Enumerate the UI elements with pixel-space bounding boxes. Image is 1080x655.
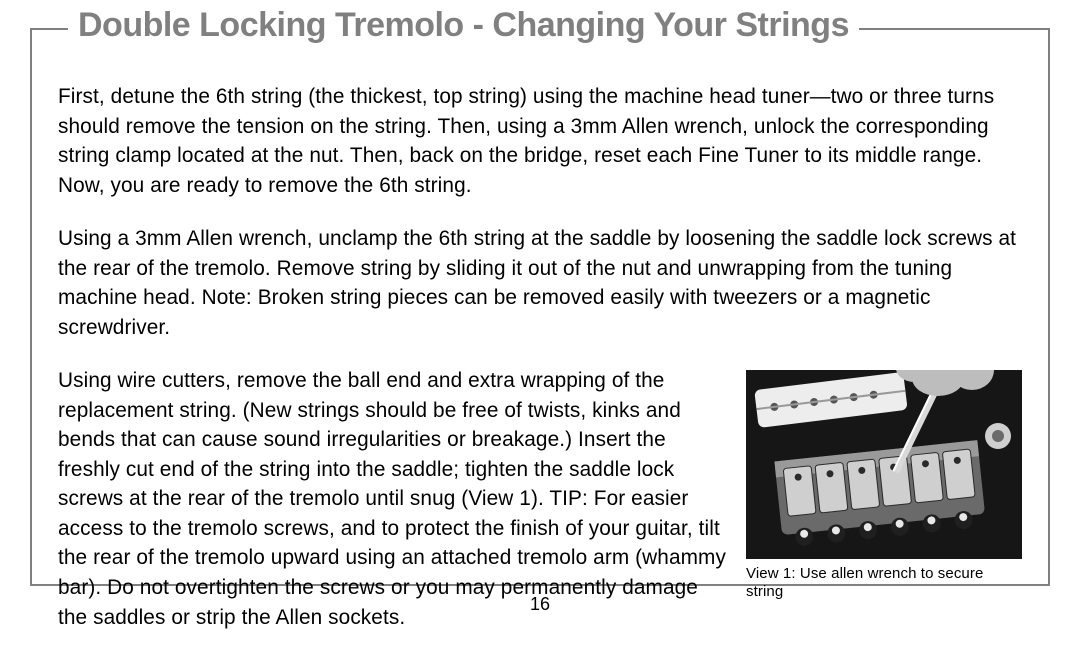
tremolo-photo bbox=[746, 370, 1022, 559]
paragraph-1: First, detune the 6th string (the thicke… bbox=[58, 82, 1022, 200]
title-bar: Double Locking Tremolo - Changing Your S… bbox=[68, 8, 1036, 42]
paragraph-3-column: Using wire cutters, remove the ball end … bbox=[58, 366, 730, 632]
page-title: Double Locking Tremolo - Changing Your S… bbox=[68, 8, 859, 42]
tremolo-photo-svg bbox=[746, 370, 1022, 559]
figure-caption: View 1: Use allen wrench to secure strin… bbox=[746, 565, 1022, 601]
content-frame: Double Locking Tremolo - Changing Your S… bbox=[30, 28, 1050, 586]
paragraph-with-figure: Using wire cutters, remove the ball end … bbox=[58, 366, 1022, 632]
body-text: First, detune the 6th string (the thicke… bbox=[58, 82, 1022, 632]
paragraph-3: Using wire cutters, remove the ball end … bbox=[58, 366, 730, 632]
document-page: Double Locking Tremolo - Changing Your S… bbox=[0, 0, 1080, 655]
figure-view-1: View 1: Use allen wrench to secure strin… bbox=[746, 370, 1022, 601]
paragraph-2: Using a 3mm Allen wrench, unclamp the 6t… bbox=[58, 224, 1022, 342]
